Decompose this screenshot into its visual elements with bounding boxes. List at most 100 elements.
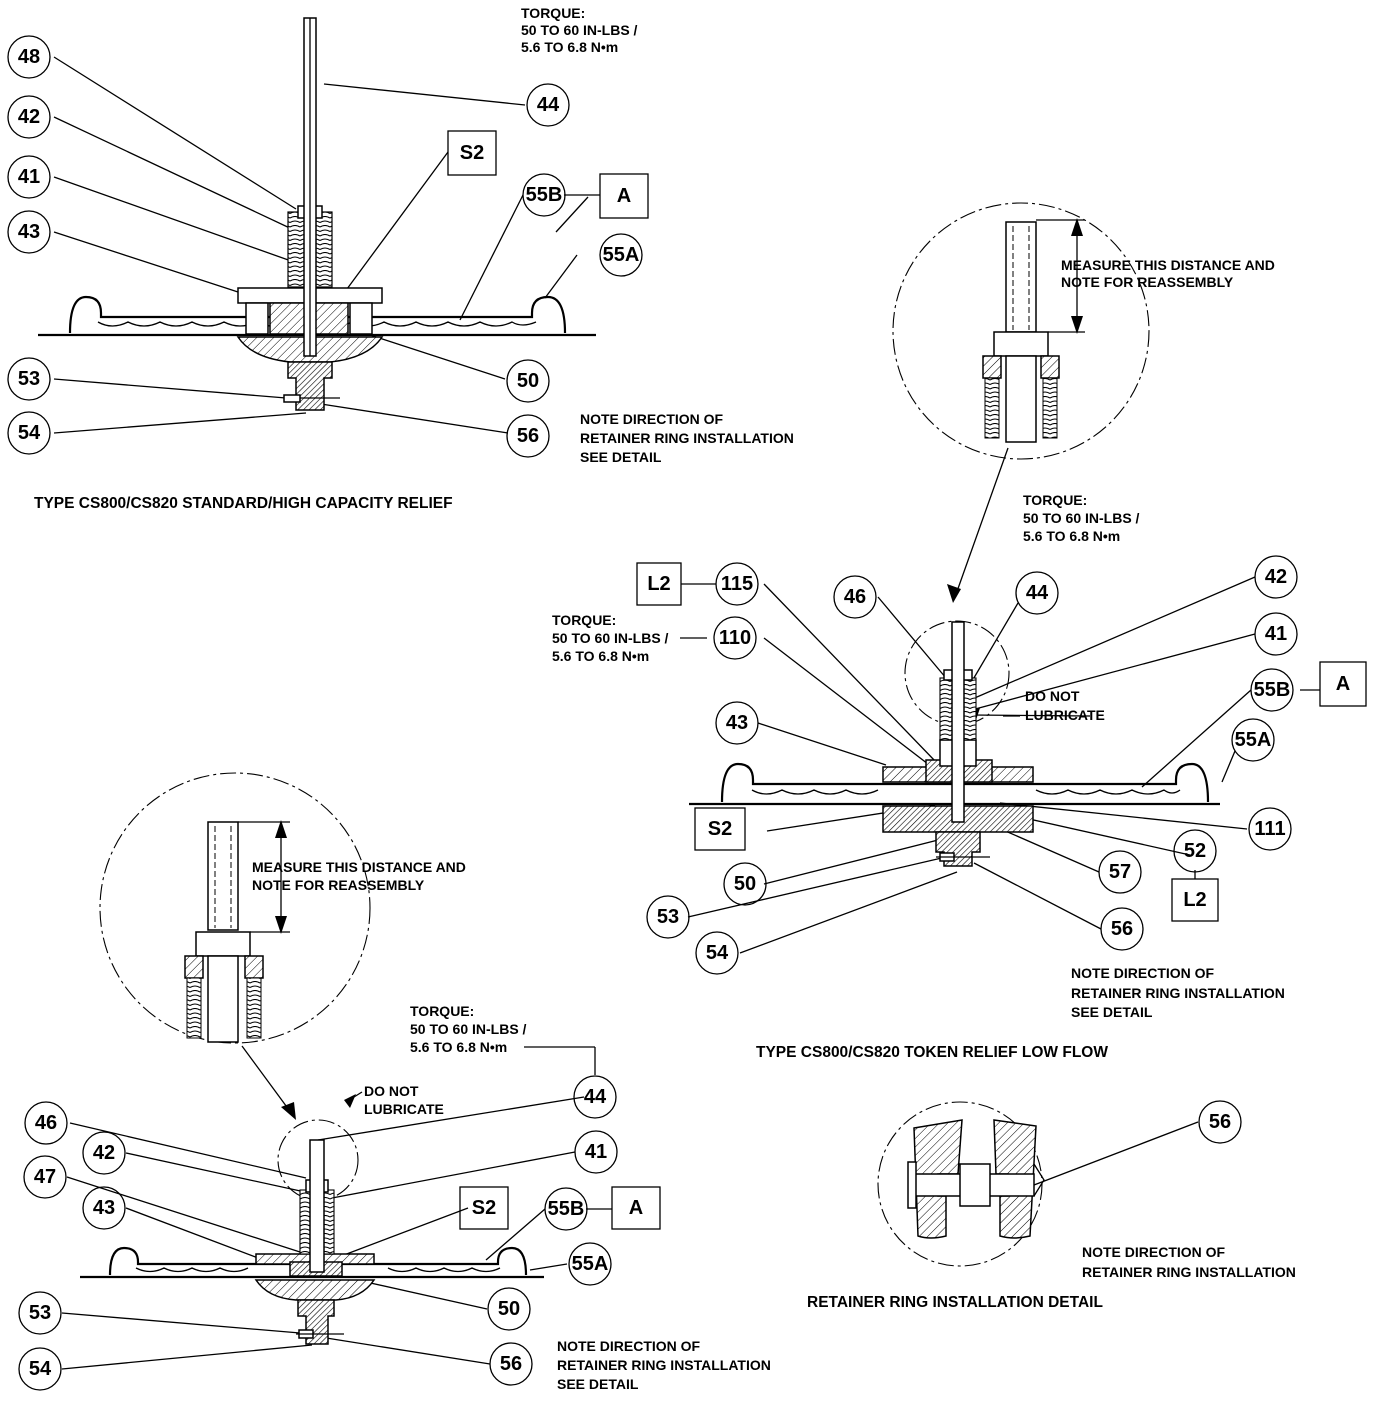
retainer-direction-note: NOTE DIRECTION OF RETAINER RING INSTALLA…: [580, 411, 794, 465]
svg-text:44: 44: [1026, 582, 1049, 604]
svg-text:5.6 TO 6.8 N•m: 5.6 TO 6.8 N•m: [521, 39, 618, 55]
svg-text:S2: S2: [460, 142, 484, 164]
svg-text:5.6 TO 6.8 N•m: 5.6 TO 6.8 N•m: [552, 648, 649, 664]
svg-text:50: 50: [517, 370, 539, 392]
svg-text:RETAINER RING INSTALLATION: RETAINER RING INSTALLATION: [580, 430, 794, 446]
svg-text:57: 57: [1109, 861, 1131, 883]
callout-55a: 55A: [568, 1242, 612, 1286]
svg-text:54: 54: [706, 942, 729, 964]
callout-50: 50: [723, 862, 767, 906]
callout-54: 54: [18, 1347, 62, 1391]
callout-48: 48: [7, 35, 51, 79]
callout-56: 56: [1198, 1100, 1242, 1144]
svg-text:NOTE DIRECTION OF: NOTE DIRECTION OF: [1082, 1244, 1226, 1260]
svg-text:54: 54: [18, 422, 41, 444]
callout-41: 41: [574, 1130, 618, 1174]
svg-text:53: 53: [29, 1302, 51, 1324]
svg-text:SEE DETAIL: SEE DETAIL: [1071, 1004, 1153, 1020]
svg-text:50 TO 60 IN-LBS /: 50 TO 60 IN-LBS /: [552, 630, 669, 646]
view-retainer-detail: 56 NOTE DIRECTION OF RETAINER RING INSTA…: [807, 1100, 1296, 1311]
svg-text:NOTE DIRECTION OF: NOTE DIRECTION OF: [580, 411, 724, 427]
callout-53: 53: [646, 895, 690, 939]
svg-text:RETAINER RING INSTALLATION: RETAINER RING INSTALLATION: [1071, 985, 1285, 1001]
svg-text:50 TO 60 IN-LBS /: 50 TO 60 IN-LBS /: [1023, 510, 1140, 526]
callout-56: 56: [489, 1342, 533, 1386]
svg-text:55A: 55A: [1235, 729, 1272, 751]
caption-detail: RETAINER RING INSTALLATION DETAIL: [807, 1294, 1103, 1311]
callout-50: 50: [506, 359, 550, 403]
callout-44: 44: [1015, 571, 1059, 615]
svg-text:A: A: [617, 185, 631, 207]
svg-text:54: 54: [29, 1358, 52, 1380]
svg-text:55B: 55B: [548, 1198, 585, 1220]
svg-text:RETAINER RING INSTALLATION: RETAINER RING INSTALLATION: [557, 1357, 771, 1373]
measure-note-line1: MEASURE THIS DISTANCE AND: [252, 859, 466, 875]
torque-note-left: TORQUE: 50 TO 60 IN-LBS / 5.6 TO 6.8 N•m: [552, 612, 669, 664]
caption-standard: TYPE CS800/CS820 STANDARD/HIGH CAPACITY …: [34, 495, 453, 512]
box-a: A: [611, 1186, 661, 1230]
torque-note-top: TORQUE: 50 TO 60 IN-LBS / 5.6 TO 6.8 N•m: [1023, 492, 1140, 544]
svg-text:42: 42: [18, 106, 40, 128]
svg-text:41: 41: [18, 166, 40, 188]
callout-56: 56: [1100, 907, 1144, 951]
callout-43: 43: [715, 701, 759, 745]
callout-42: 42: [82, 1131, 126, 1175]
callout-55a: 55A: [599, 233, 643, 277]
svg-text:111: 111: [1254, 818, 1285, 840]
svg-text:S2: S2: [708, 818, 732, 840]
svg-text:50 TO 60 IN-LBS /: 50 TO 60 IN-LBS /: [410, 1021, 527, 1037]
do-not-lubricate-note: DO NOT LUBRICATE: [1025, 688, 1105, 723]
svg-text:SEE DETAIL: SEE DETAIL: [580, 449, 662, 465]
svg-text:5.6 TO 6.8 N•m: 5.6 TO 6.8 N•m: [1023, 528, 1120, 544]
box-a: A: [1319, 661, 1367, 707]
view-lower-left: MEASURE THIS DISTANCE AND NOTE FOR REASS…: [18, 772, 771, 1392]
caption-token: TYPE CS800/CS820 TOKEN RELIEF LOW FLOW: [756, 1044, 1108, 1061]
callout-42: 42: [1254, 555, 1298, 599]
box-a: A: [599, 173, 649, 219]
callout-55b: 55B: [1250, 668, 1294, 712]
svg-text:SEE DETAIL: SEE DETAIL: [557, 1376, 639, 1392]
svg-text:53: 53: [18, 368, 40, 390]
svg-text:50 TO 60 IN-LBS /: 50 TO 60 IN-LBS /: [521, 22, 638, 38]
do-not-lubricate-note: DO NOT LUBRICATE: [364, 1083, 444, 1117]
callout-44: 44: [526, 83, 570, 127]
callout-55a: 55A: [1231, 718, 1275, 762]
svg-text:44: 44: [537, 94, 560, 116]
callout-111: 111: [1248, 807, 1292, 851]
svg-text:43: 43: [18, 221, 40, 243]
svg-text:56: 56: [517, 425, 539, 447]
svg-text:LUBRICATE: LUBRICATE: [1025, 707, 1105, 723]
svg-text:56: 56: [500, 1353, 522, 1375]
svg-text:55A: 55A: [572, 1253, 609, 1275]
svg-text:48: 48: [18, 46, 40, 68]
svg-text:NOTE DIRECTION OF: NOTE DIRECTION OF: [1071, 965, 1215, 981]
view-token-relief: MEASURE THIS DISTANCE AND NOTE FOR REASS…: [552, 202, 1367, 1061]
svg-text:TORQUE:: TORQUE:: [1023, 492, 1087, 508]
svg-text:A: A: [629, 1197, 643, 1219]
svg-text:5.6 TO 6.8 N•m: 5.6 TO 6.8 N•m: [410, 1039, 507, 1055]
callout-55b: 55B: [544, 1187, 588, 1231]
callout-44: 44: [573, 1075, 617, 1119]
retainer-direction-note: NOTE DIRECTION OF RETAINER RING INSTALLA…: [1071, 965, 1285, 1020]
svg-text:50: 50: [734, 873, 756, 895]
callout-46: 46: [833, 575, 877, 619]
svg-text:41: 41: [1265, 623, 1287, 645]
svg-text:50: 50: [498, 1298, 520, 1320]
svg-text:42: 42: [1265, 566, 1287, 588]
callout-115: 115: [715, 562, 759, 606]
measure-note-line2: NOTE FOR REASSEMBLY: [252, 877, 425, 893]
view-standard-relief: 48 42 41 43 53 54 44 55B 55A 50 56 S2 A …: [7, 5, 794, 512]
callout-42: 42: [7, 95, 51, 139]
svg-text:53: 53: [657, 906, 679, 928]
box-s2: S2: [459, 1186, 509, 1230]
torque-note: TORQUE: 50 TO 60 IN-LBS / 5.6 TO 6.8 N•m: [410, 1003, 527, 1055]
callout-46: 46: [24, 1101, 68, 1145]
torque-note: TORQUE: 50 TO 60 IN-LBS / 5.6 TO 6.8 N•m: [521, 5, 638, 55]
svg-text:41: 41: [585, 1141, 607, 1163]
svg-text:TORQUE:: TORQUE:: [552, 612, 616, 628]
svg-text:55B: 55B: [1254, 679, 1291, 701]
svg-text:RETAINER RING INSTALLATION: RETAINER RING INSTALLATION: [1082, 1264, 1296, 1280]
svg-text:DO NOT: DO NOT: [364, 1083, 419, 1099]
callout-52: 52: [1173, 829, 1217, 873]
